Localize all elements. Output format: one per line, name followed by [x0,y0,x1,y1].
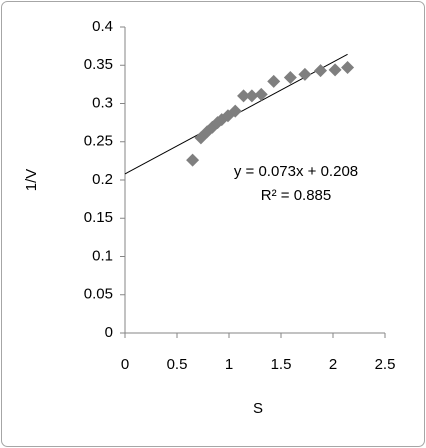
data-point [283,70,297,84]
y-tick-label: 0.25 [84,133,113,150]
data-point [254,87,268,101]
y-tick-label: 0.3 [92,94,113,111]
y-axis-label: 1/V [23,169,40,192]
x-tick-label: 2.5 [375,356,396,373]
data-point [328,63,342,77]
data-point [314,64,328,78]
data-point [186,153,200,167]
y-tick-label: 0 [105,324,113,341]
y-tick-label: 0.4 [92,18,113,35]
y-tick-label: 0.15 [84,209,113,226]
data-point [245,89,259,103]
x-axis-label: S [253,400,263,417]
x-tick-label: 0 [121,356,129,373]
y-tick-label: 0.1 [92,247,113,264]
trendline-equation: y = 0.073x + 0.208 [234,163,358,180]
data-point [341,61,355,75]
y-tick-label: 0.05 [84,286,113,303]
data-point [200,125,214,139]
x-tick-label: 0.5 [167,356,188,373]
trendline-r2: R² = 0.885 [261,187,331,204]
x-tick-label: 2 [329,356,337,373]
data-point [298,67,312,81]
y-tick-label: 0.35 [84,56,113,73]
data-point [228,104,242,118]
data-point [237,89,251,103]
x-tick-label: 1.5 [271,356,292,373]
x-tick-label: 1 [225,356,233,373]
data-point [267,74,281,88]
y-tick-label: 0.2 [92,171,113,188]
